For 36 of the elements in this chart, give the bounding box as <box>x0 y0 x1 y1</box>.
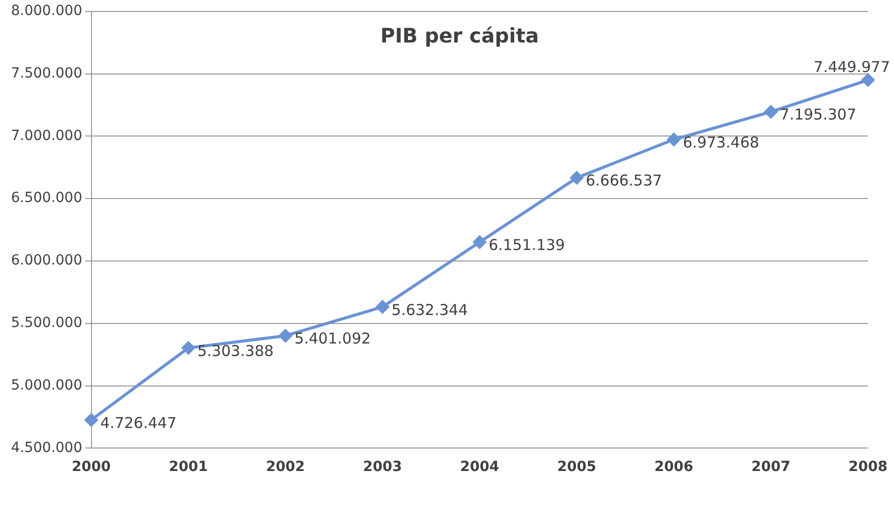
point <box>473 236 486 249</box>
y-tick-label: 7.500.000 <box>10 65 82 82</box>
y-tick-label: 7.000.000 <box>10 128 82 144</box>
x-tick-label: 2004 <box>460 459 500 476</box>
x-tick-label: 2008 <box>848 459 888 476</box>
point <box>278 329 292 342</box>
data-label: 6.666.537 <box>586 172 662 190</box>
x-tick-label: 2001 <box>168 459 208 476</box>
data-label: 7.195.307 <box>780 106 856 124</box>
y-tick-label: 6.500.000 <box>10 190 82 206</box>
data-label: 5.401.092 <box>294 330 371 348</box>
text: PIB per cápita <box>380 24 539 48</box>
y-tick-label: 6.000.000 <box>10 252 82 269</box>
data-label: 5.303.388 <box>197 342 274 360</box>
point <box>764 105 778 118</box>
x-tick-label: 2000 <box>72 459 111 476</box>
y-tick-label: 5.500.000 <box>10 315 82 332</box>
data-label: 5.632.344 <box>392 300 468 319</box>
point <box>376 300 390 314</box>
data-label: 6.151.139 <box>488 236 565 254</box>
y-tick-label: 4.500.000 <box>10 440 82 456</box>
point <box>667 133 680 146</box>
data-label: 4.726.447 <box>100 414 177 432</box>
point <box>84 413 98 426</box>
x-tick-label: 2006 <box>654 459 694 476</box>
y-tick-label: 8.000.000 <box>10 3 82 20</box>
data-label: 6.973.468 <box>682 133 760 152</box>
x-tick-label: 2003 <box>363 459 402 476</box>
point <box>182 341 195 354</box>
x-tick-label: 2007 <box>751 459 790 476</box>
point <box>570 171 584 184</box>
y-tick-label: 5.000.000 <box>10 377 82 394</box>
x-tick-label: 2002 <box>266 459 305 476</box>
data-label: 7.449.977 <box>814 58 890 76</box>
point <box>862 74 874 87</box>
x-tick-label: 2005 <box>557 459 596 476</box>
